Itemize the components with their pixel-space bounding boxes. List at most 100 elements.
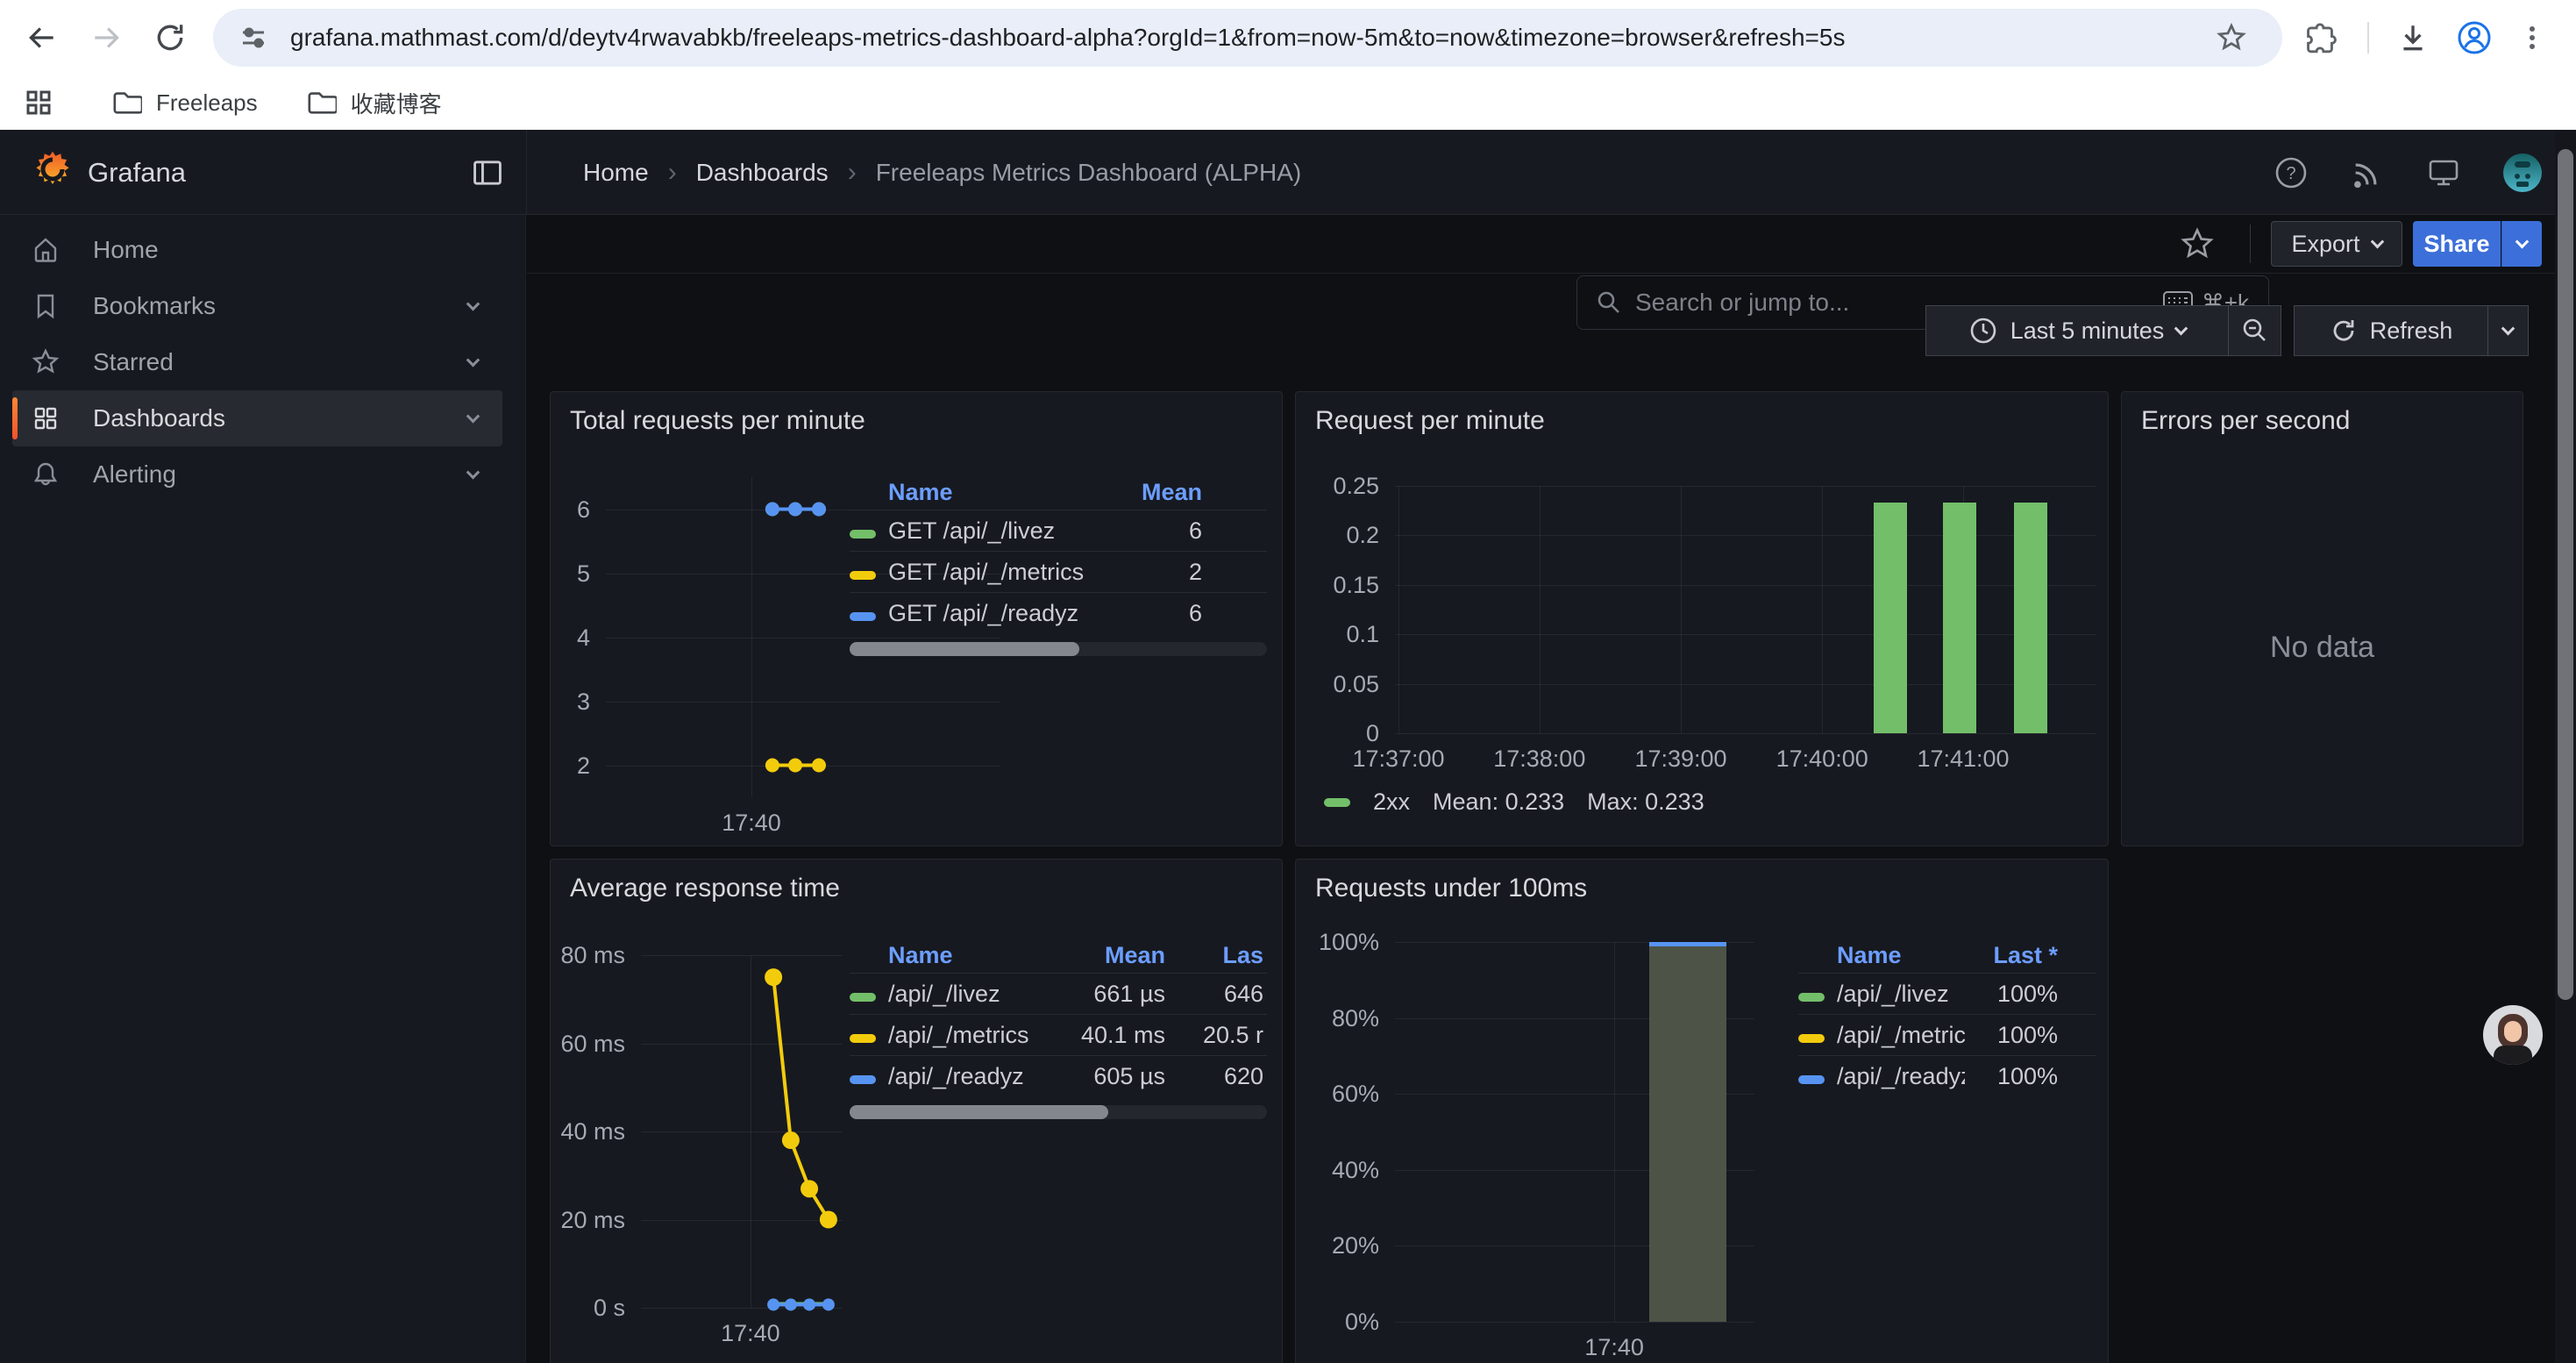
download-icon[interactable]: [2394, 18, 2432, 57]
sidebar-item-label: Bookmarks: [93, 292, 217, 319]
panel-title[interactable]: Requests under 100ms: [1315, 874, 1588, 903]
gridline-v: [1822, 486, 1824, 733]
sidebar-item-dashboards[interactable]: Dashboards: [12, 390, 502, 446]
export-button[interactable]: Export: [2271, 221, 2402, 267]
panel-title[interactable]: Total requests per minute: [570, 406, 865, 435]
bookmark-item-freeleaps[interactable]: Freeleaps: [112, 89, 258, 117]
column-header-mean[interactable]: Mean: [1104, 941, 1165, 968]
refresh-interval-dropdown[interactable]: [2487, 305, 2529, 356]
x-tick-label: 17:40: [722, 810, 781, 836]
y-tick-label: 2: [576, 752, 590, 779]
extensions-icon[interactable]: [2301, 18, 2339, 57]
series-color-pill: [850, 570, 876, 580]
page-scrollbar[interactable]: [2555, 130, 2576, 1363]
y-tick-label: 100%: [1318, 929, 1379, 955]
table-row[interactable]: GET /api/_/metrics 2: [850, 551, 1267, 592]
table-scrollbar-thumb[interactable]: [850, 1105, 1109, 1119]
zoom-out-button[interactable]: [2228, 305, 2281, 356]
refresh-button[interactable]: Refresh: [2294, 305, 2488, 356]
series-color-cell: [850, 517, 888, 545]
legend-max: Max: 0.233: [1587, 789, 1704, 815]
menu-kebab-icon[interactable]: [2513, 18, 2551, 57]
sidebar-item-home[interactable]: Home: [12, 222, 502, 278]
series-get-api-metrics: [765, 758, 826, 773]
extension-avatar[interactable]: [2483, 1005, 2543, 1065]
site-info-icon[interactable]: [234, 18, 273, 57]
back-icon[interactable]: [23, 18, 61, 57]
series-color-pill: [1798, 1033, 1825, 1043]
profile-icon[interactable]: [2455, 18, 2494, 57]
sidebar-item-starred[interactable]: Starred: [12, 334, 502, 390]
user-avatar[interactable]: [2502, 153, 2543, 193]
chart-legend[interactable]: 2xx Mean: 0.233 Max: 0.233: [1324, 789, 1704, 816]
address-bar[interactable]: grafana.mathmast.com/d/deytv4rwavabkb/fr…: [213, 9, 2282, 67]
column-header-name[interactable]: Name: [888, 478, 953, 505]
bookmark-star-icon[interactable]: [2212, 18, 2251, 57]
breadcrumb-home[interactable]: Home: [583, 158, 649, 186]
table-row[interactable]: /api/_/readyz 605 µs 620: [850, 1055, 1267, 1096]
bookmark-icon: [32, 292, 60, 320]
forward-icon[interactable]: [87, 18, 125, 57]
series-color-pill: [1798, 1074, 1825, 1084]
apps-grid-icon[interactable]: [19, 83, 58, 122]
column-header-name[interactable]: Name: [888, 941, 953, 968]
gridline-h: [641, 1131, 843, 1132]
series-color-pill: [850, 1074, 876, 1084]
column-header-las[interactable]: Las: [1222, 941, 1263, 968]
page-scrollbar-thumb[interactable]: [2558, 149, 2573, 1000]
legend-mean: Mean: 0.233: [1433, 789, 1565, 815]
gridline-h: [1395, 1017, 1754, 1019]
reload-icon[interactable]: [151, 18, 189, 57]
series-api-metrics: [765, 968, 837, 1229]
table-row[interactable]: /api/_/metrics 40.1 ms 20.5 r: [850, 1014, 1267, 1055]
panel-title[interactable]: Average response time: [570, 874, 840, 903]
legend-series-name: 2xx: [1373, 789, 1411, 815]
panel-title[interactable]: Request per minute: [1315, 406, 1545, 435]
favorite-star-icon[interactable]: [2178, 223, 2217, 265]
data-point: [803, 1298, 816, 1311]
table-row[interactable]: GET /api/_/readyz 6: [850, 592, 1267, 633]
y-tick-label: 0.1: [1346, 621, 1379, 648]
column-header-mean[interactable]: Mean: [1141, 478, 1202, 505]
brand-name[interactable]: Grafana: [88, 157, 187, 188]
news-rss-icon[interactable]: [2350, 155, 2385, 190]
help-icon[interactable]: ?: [2273, 154, 2309, 191]
chart-request-per-minute: 0.25 0.2 0.15 0.1 0.05 0 17:37:00 17:38:00 17:39…: [1333, 473, 2096, 772]
table-scrollbar[interactable]: [850, 1105, 1267, 1119]
sidebar-item-label: Alerting: [93, 460, 176, 488]
y-tick-label: 40 ms: [560, 1118, 625, 1145]
share-dropdown-button[interactable]: [2501, 221, 2542, 267]
gridline-h: [1395, 535, 2096, 537]
folder-icon: [112, 89, 142, 116]
bookmark-item-收藏博客[interactable]: 收藏博客: [307, 87, 442, 119]
sidebar-item-bookmarks[interactable]: Bookmarks: [12, 278, 502, 334]
grafana-logo[interactable]: [33, 150, 72, 189]
table-row[interactable]: /api/_/livez 100%: [1798, 973, 2096, 1014]
table-cell: 661 µs: [1093, 980, 1165, 1007]
column-header-name[interactable]: Name: [1837, 941, 1902, 968]
time-range-picker[interactable]: Last 5 minutes: [1925, 305, 2229, 356]
svg-text:?: ?: [2286, 164, 2295, 183]
breadcrumb-dashboards[interactable]: Dashboards: [695, 158, 829, 186]
table-row[interactable]: /api/_/metrics 100%: [1798, 1014, 2096, 1055]
share-button[interactable]: Share: [2413, 221, 2501, 267]
chart-avg-response-time: 80 ms 60 ms 40 ms 20 ms 0 s 17:40: [560, 942, 843, 1346]
y-tick-label: 0.2: [1346, 522, 1379, 549]
header-divider: [2250, 225, 2251, 263]
table-row[interactable]: GET /api/_/livez 6: [850, 510, 1267, 551]
table-row[interactable]: /api/_/livez 661 µs 646: [850, 973, 1267, 1014]
gridline-h: [606, 701, 1000, 703]
sidebar-item-alerting[interactable]: Alerting: [12, 446, 502, 503]
sidebar-toggle-icon[interactable]: [468, 153, 507, 192]
table-row[interactable]: /api/_/readyz 100%: [1798, 1055, 2096, 1096]
panel-title[interactable]: Errors per second: [2141, 406, 2351, 435]
chevron-down-icon: [2174, 321, 2188, 335]
table-scrollbar[interactable]: [850, 642, 1267, 656]
table-scrollbar-thumb[interactable]: [850, 642, 1079, 656]
bar: [1873, 503, 1907, 733]
breadcrumb-separator: ›: [847, 157, 857, 187]
column-header-last[interactable]: Last *: [1993, 941, 2058, 968]
url-text[interactable]: grafana.mathmast.com/d/deytv4rwavabkb/fr…: [290, 24, 1846, 51]
x-tick-label: 17:37:00: [1352, 746, 1445, 772]
monitor-icon[interactable]: [2425, 154, 2462, 191]
